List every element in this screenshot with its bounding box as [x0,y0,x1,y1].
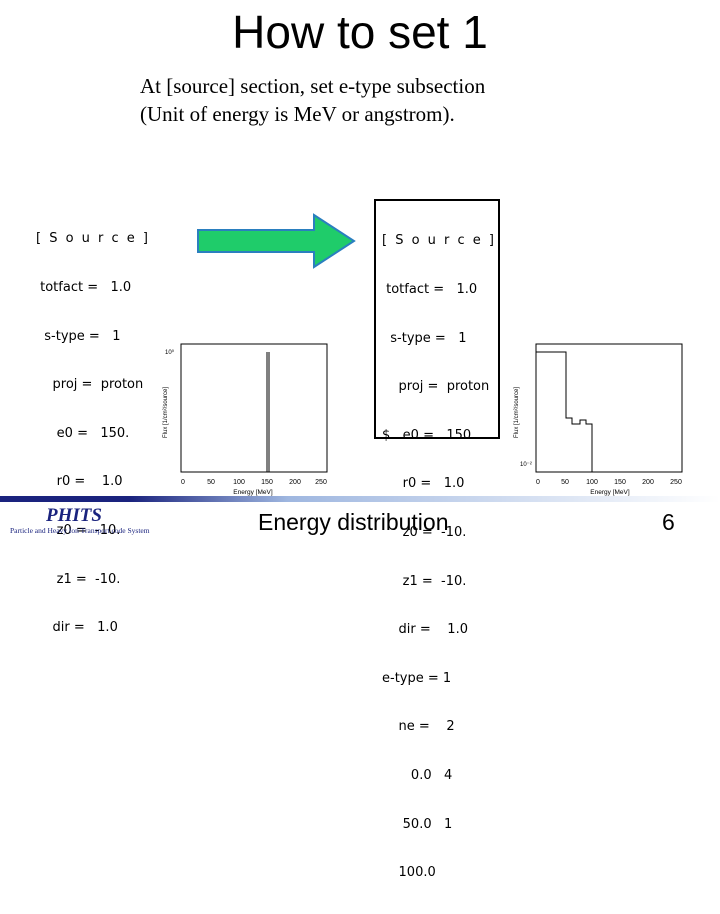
xtick-label: 0 [181,479,185,486]
code-line: proj = proton [36,377,144,393]
xtick-label: 50 [561,479,569,486]
code-line: totfact = 1.0 [36,280,132,295]
ytick-label: 10⁰ [165,349,175,356]
xtick-label: 100 [586,479,598,486]
code-line: proj = proton [382,379,490,395]
code-line: z1 = -10. [382,573,467,589]
code-line: 100.0 [382,865,436,881]
subtitle-line-1: At [source] section, set e-type subsecti… [140,74,486,98]
x-axis-label: Energy [MeV] [590,489,630,496]
code-line: [ S o u r c e ] [382,233,497,249]
code-line: s-type = 1 [382,330,467,346]
xtick-label: 150 [614,479,626,486]
ytick-label: 10⁻² [520,462,532,468]
xtick-label: 250 [315,479,327,486]
code-line: s-type = 1 [36,328,121,344]
code-line: r0 = 1.0 [382,476,465,492]
caption: Energy distribution [258,509,449,535]
code-line: 0.0 4 [382,767,453,783]
xtick-label: 0 [536,479,540,486]
code-line: e0 = 150. [36,425,130,441]
left-source-code: [ S o u r c e ] totfact = 1.0 s-type = 1… [36,199,164,653]
code-line: 50.0 1 [382,816,453,832]
code-line: totfact = 1.0 [382,282,478,297]
slide-title: How to set 1 [232,6,488,58]
phits-tagline: Particle and Heavy Ion Transport code Sy… [10,526,150,535]
page-number: 6 [662,509,675,535]
xtick-label: 150 [261,479,273,486]
right-source-code: [ S o u r c e ] totfact = 1.0 s-type = 1… [374,199,500,880]
code-line: ne = 2 [382,719,455,735]
footer-bar [0,496,720,502]
xtick-label: 200 [289,479,301,486]
code-line: z1 = -10. [36,571,121,587]
xtick-label: 100 [233,479,245,486]
code-line: [ S o u r c e ] [36,231,151,247]
phits-logo: PHITS [46,505,102,526]
code-line: r0 = 1.0 [36,474,123,490]
code-line: e-type = 1 [382,670,452,686]
slide-subtitle: At [source] section, set e-type subsecti… [140,72,485,128]
code-line: $ e0 = 150. [382,427,476,443]
xtick-label: 250 [670,479,682,486]
code-line: z0 = -10. [382,524,467,540]
plot-frame [535,343,683,473]
code-line: z0 = -10. [36,522,121,538]
code-line: dir = 1.0 [36,620,118,636]
xtick-label: 50 [207,479,215,486]
xtick-label: 200 [642,479,654,486]
right-energy-plot: Flux [1/cm²/source] 10⁻² 0 50 100 150 20… [506,338,686,498]
plot-frame [180,343,328,473]
subtitle-line-2: (Unit of energy is MeV or angstrom). [140,102,455,126]
code-line: dir = 1.0 [382,622,468,638]
left-energy-plot: 10⁰ Flux [1/cm²/source] 0 50 100 150 200… [155,338,330,498]
x-axis-ticks: 0 50 100 150 200 250 [181,479,327,486]
y-axis-label: Flux [1/cm²/source] [514,387,520,438]
y-axis-label: Flux [1/cm²/source] [163,387,169,438]
x-axis-ticks: 0 50 100 150 200 250 [536,479,682,486]
x-axis-label: Energy [MeV] [233,489,273,496]
right-arrow-icon [197,213,356,269]
energy-spectrum-line [536,351,682,473]
